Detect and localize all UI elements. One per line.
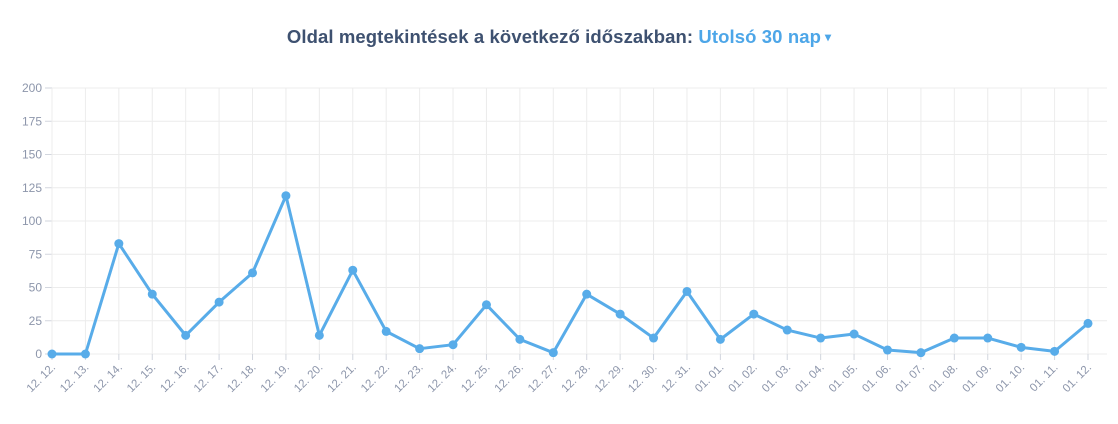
- data-point[interactable]: [114, 239, 124, 249]
- chart-area: 0 25 50 75 100 125 150 175 200 12. 12. 12. 13. 12. …: [0, 70, 1118, 424]
- data-point[interactable]: [314, 330, 324, 340]
- data-point[interactable]: [481, 300, 491, 310]
- x-tick-label: 12. 17.: [192, 362, 225, 395]
- x-tick-label: 12. 31.: [660, 362, 693, 395]
- x-tick-label: 12. 12.: [25, 362, 58, 395]
- data-point[interactable]: [916, 348, 926, 358]
- x-tick-label: 12. 18.: [225, 362, 258, 395]
- x-tick-label: 12. 28.: [559, 362, 592, 395]
- data-point[interactable]: [515, 334, 525, 344]
- y-tick-label: 150: [22, 148, 42, 162]
- x-tick-label: 12. 29.: [593, 362, 626, 395]
- data-point[interactable]: [849, 329, 859, 339]
- x-tick-label: 12. 16.: [158, 362, 191, 395]
- y-axis-labels: 0 25 50 75 100 125 150 175 200: [22, 81, 42, 361]
- data-point[interactable]: [649, 333, 659, 343]
- date-range-value: Utolsó 30 nap: [698, 26, 822, 47]
- x-tick-label: 01. 05.: [827, 362, 860, 395]
- x-tick-label: 12. 22.: [359, 362, 392, 395]
- data-point[interactable]: [214, 297, 224, 307]
- y-tick-label: 50: [29, 281, 43, 295]
- x-tick-label: 01. 03.: [760, 362, 793, 395]
- x-tick-label: 01. 07.: [894, 362, 927, 395]
- data-point[interactable]: [381, 326, 391, 336]
- date-range-selector[interactable]: Utolsó 30 nap ▾: [698, 26, 831, 47]
- chevron-down-icon: ▾: [825, 30, 832, 44]
- x-gridlines: [51, 88, 1089, 360]
- data-point[interactable]: [615, 309, 625, 319]
- x-tick-label: 01. 04.: [793, 362, 826, 395]
- data-point[interactable]: [415, 344, 425, 354]
- x-tick-label: 12. 24.: [426, 362, 459, 395]
- data-point[interactable]: [816, 333, 826, 343]
- chart-points: [47, 191, 1093, 359]
- x-tick-label: 12. 21.: [326, 362, 359, 395]
- x-tick-label: 01. 09.: [961, 362, 994, 395]
- y-tick-label: 200: [22, 81, 42, 95]
- data-point[interactable]: [715, 334, 725, 344]
- x-tick-label: 01. 10.: [994, 362, 1027, 395]
- data-point[interactable]: [147, 289, 157, 299]
- x-tick-label: 01. 11.: [1028, 362, 1061, 395]
- x-tick-label: 12. 27.: [526, 362, 559, 395]
- x-tick-label: 12. 14.: [92, 362, 125, 395]
- y-tick-label: 0: [35, 347, 42, 361]
- x-tick-label: 12. 25.: [459, 362, 492, 395]
- data-point[interactable]: [348, 265, 358, 275]
- x-axis-labels: 12. 12. 12. 13. 12. 14. 12. 15. 12. 16. 12. 1…: [25, 362, 1094, 395]
- x-tick-label: 01. 08.: [927, 362, 960, 395]
- data-point[interactable]: [782, 325, 792, 335]
- x-tick-label: 01. 12.: [1061, 362, 1094, 395]
- data-point[interactable]: [181, 330, 191, 340]
- x-tick-label: 12. 19.: [259, 362, 292, 395]
- data-point[interactable]: [1050, 346, 1060, 356]
- data-point[interactable]: [448, 340, 458, 350]
- x-tick-label: 12. 13.: [58, 362, 91, 395]
- data-point[interactable]: [983, 333, 993, 343]
- data-point[interactable]: [281, 191, 291, 201]
- data-point[interactable]: [80, 349, 90, 359]
- y-tick-label: 125: [22, 181, 42, 195]
- y-tick-label: 75: [29, 247, 43, 261]
- data-point[interactable]: [47, 349, 57, 359]
- data-point[interactable]: [749, 309, 759, 319]
- x-tick-label: 01. 06.: [860, 362, 893, 395]
- y-tick-label: 100: [22, 214, 42, 228]
- chart-line: [50, 194, 1090, 356]
- data-point[interactable]: [949, 333, 959, 343]
- x-tick-label: 01. 01.: [693, 362, 726, 395]
- x-tick-label: 12. 26.: [493, 362, 526, 395]
- data-point[interactable]: [882, 345, 892, 355]
- x-tick-label: 01. 02.: [727, 362, 760, 395]
- y-gridlines: [45, 87, 1107, 355]
- x-tick-label: 12. 30.: [626, 362, 659, 395]
- x-tick-label: 12. 23.: [392, 362, 425, 395]
- x-tick-label: 12. 15.: [125, 362, 158, 395]
- data-point[interactable]: [1016, 342, 1026, 352]
- data-point[interactable]: [248, 268, 258, 278]
- y-tick-label: 25: [29, 314, 43, 328]
- x-tick-label: 12. 20.: [292, 362, 325, 395]
- chart-title: Oldal megtekintések a következő időszakb…: [0, 26, 1118, 48]
- data-point[interactable]: [1083, 318, 1093, 328]
- data-point[interactable]: [582, 289, 592, 299]
- chart-title-text: Oldal megtekintések a következő időszakb…: [286, 26, 694, 47]
- y-tick-label: 175: [22, 114, 42, 128]
- data-point[interactable]: [548, 348, 558, 358]
- data-point[interactable]: [682, 286, 692, 296]
